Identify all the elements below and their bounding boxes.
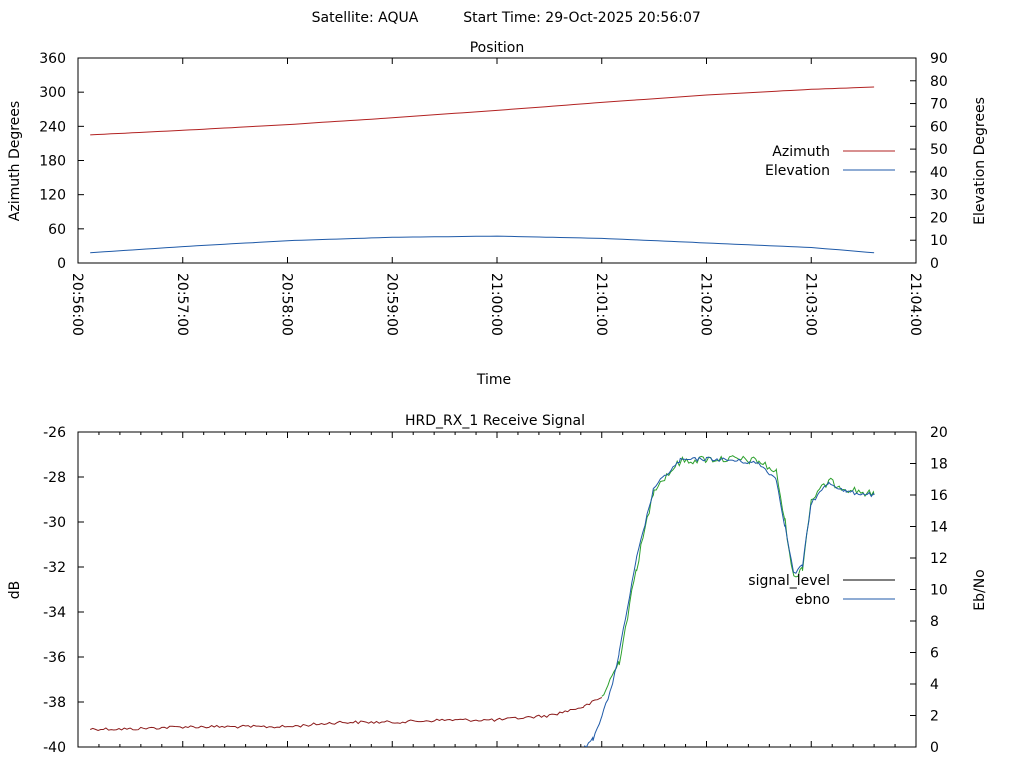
- time-tick-label: 21:02:00: [698, 273, 714, 336]
- elevation-axis-tick-label: 30: [930, 188, 948, 204]
- position-y-ticks: 0 60 120 180 240 300 360: [39, 51, 84, 272]
- ebno-axis-tick-label: 12: [930, 551, 948, 567]
- elevation-axis-tick-label: 40: [930, 165, 948, 181]
- signal-y2-ticks: 0 2 4 6 8 10 12 14 16 18 20: [910, 425, 948, 756]
- db-axis-tick-label: -32: [43, 560, 66, 576]
- azimuth-axis-tick-label: 240: [39, 119, 66, 135]
- position-y2label: Elevation Degrees: [972, 97, 988, 225]
- db-axis-tick-label: -30: [43, 515, 66, 531]
- db-axis-tick-label: -34: [43, 605, 66, 621]
- time-tick-label: 21:00:00: [488, 273, 504, 336]
- legend-label-signal-level: signal_level: [748, 573, 830, 589]
- ebno-axis-tick-label: 14: [930, 520, 948, 536]
- elevation-axis-tick-label: 10: [930, 233, 948, 249]
- position-plot-frame: [77, 57, 917, 264]
- elevation-axis-tick-label: 0: [930, 256, 939, 272]
- time-tick-label: 20:59:00: [383, 273, 399, 336]
- position-series: [90, 86, 875, 254]
- position-legend: Azimuth Elevation: [765, 144, 895, 179]
- legend-label-azimuth: Azimuth: [772, 144, 830, 160]
- position-y2-ticks: 0 10 20 30 40 50 60 70 80 90: [910, 51, 948, 272]
- ebno-axis-tick-label: 4: [930, 677, 939, 693]
- legend-label-ebno: ebno: [795, 592, 830, 608]
- time-tick-label: 21:04:00: [907, 273, 923, 336]
- elevation-axis-tick-label: 70: [930, 97, 948, 113]
- time-tick-label: 20:58:00: [279, 273, 295, 336]
- db-axis-tick-label: -40: [43, 740, 66, 756]
- db-axis-tick-label: -38: [43, 695, 66, 711]
- signal-chart: HRD_RX_1 Receive Signal dB Eb/No -40-38-…: [7, 413, 988, 756]
- ebno-axis-tick-label: 18: [930, 457, 948, 473]
- time-tick-label: 21:01:00: [593, 273, 609, 336]
- position-chart: Position Azimuth Degrees Elevation Degre…: [7, 40, 988, 388]
- signal-x-ticks: [77, 432, 917, 747]
- position-title: Position: [470, 40, 525, 56]
- time-tick-label: 20:56:00: [69, 273, 85, 336]
- db-axis-tick-label: -28: [43, 470, 66, 486]
- time-tick-label: 21:03:00: [802, 273, 818, 336]
- signal-legend: signal_level ebno: [748, 573, 895, 608]
- db-axis-tick-label: -26: [43, 425, 66, 441]
- ebno-axis-tick-label: 2: [930, 709, 939, 725]
- ebno-line: [584, 456, 875, 747]
- position-ylabel: Azimuth Degrees: [7, 101, 23, 221]
- azimuth-axis-tick-label: 180: [39, 154, 66, 170]
- start-time-label: Start Time: 29-Oct-2025 20:56:07: [463, 10, 701, 26]
- azimuth-axis-tick-label: 360: [39, 51, 66, 67]
- elevation-line: [90, 235, 875, 254]
- signal-title: HRD_RX_1 Receive Signal: [405, 413, 585, 429]
- azimuth-line: [90, 86, 875, 136]
- ebno-axis-tick-label: 10: [930, 583, 948, 599]
- elevation-axis-tick-label: 80: [930, 74, 948, 90]
- elevation-axis-tick-label: 90: [930, 51, 948, 67]
- elevation-axis-tick-label: 50: [930, 142, 948, 158]
- elevation-axis-tick-label: 20: [930, 210, 948, 226]
- azimuth-axis-tick-label: 120: [39, 188, 66, 204]
- satellite-label: Satellite: AQUA: [312, 10, 419, 26]
- signal-ylabel: dB: [7, 581, 23, 600]
- elevation-axis-tick-label: 60: [930, 119, 948, 135]
- signal-y-ticks: -40 -38 -36 -34 -32 -30 -28 -26: [43, 425, 84, 756]
- time-tick-label: 20:57:00: [174, 273, 190, 336]
- ebno-axis-tick-label: 16: [930, 488, 948, 504]
- legend-label-elevation: Elevation: [765, 163, 830, 179]
- azimuth-axis-tick-label: 0: [57, 256, 66, 272]
- ebno-axis-tick-label: 20: [930, 425, 948, 441]
- signal-level-line-low: [90, 697, 603, 732]
- ebno-axis-tick-label: 0: [930, 740, 939, 756]
- signal-series: [90, 455, 875, 747]
- signal-y2label: Eb/No: [972, 569, 988, 611]
- azimuth-axis-tick-label: 300: [39, 85, 66, 101]
- ebno-axis-tick-label: 6: [930, 646, 939, 662]
- position-x-ticks: 20:56:00 20:57:00 20:58:00 20:59:00 21:00:00…: [69, 58, 923, 336]
- position-xlabel: Time: [476, 372, 511, 388]
- ebno-axis-tick-label: 8: [930, 614, 939, 630]
- signal-plot-frame: [77, 431, 917, 748]
- db-axis-tick-label: -36: [43, 650, 66, 666]
- azimuth-axis-tick-label: 60: [48, 222, 66, 238]
- signal-level-line-high: [601, 455, 875, 697]
